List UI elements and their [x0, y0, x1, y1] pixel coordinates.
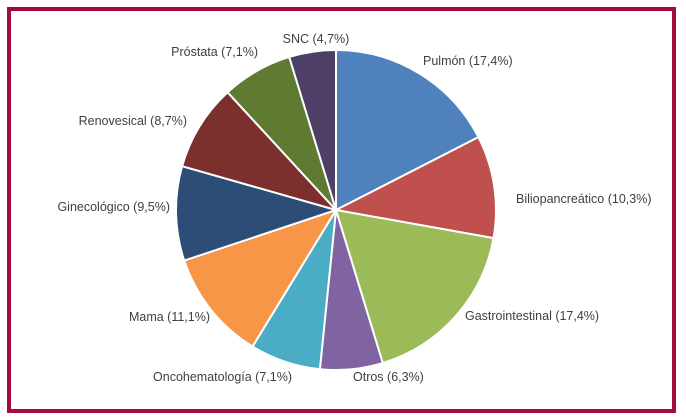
slice-label-otros: Otros (6,3%) — [353, 370, 424, 384]
slice-label-prostata: Próstata (7,1%) — [171, 45, 258, 59]
slice-label-mama: Mama (11,1%) — [129, 310, 210, 324]
slice-label-biliopancreatico: Biliopancreático (10,3%) — [516, 192, 652, 206]
pie-slice-ginecologico — [175, 165, 337, 262]
pie-slice-snc — [288, 49, 337, 211]
slice-label-gastrointestinal: Gastrointestinal (17,4%) — [465, 309, 599, 323]
pie-slice-renovesical — [181, 91, 337, 211]
pie-slice-biliopancreatico — [335, 136, 497, 240]
slice-label-oncohematologia: Oncohematología (7,1%) — [153, 370, 292, 384]
pie-slice-pulmon — [335, 49, 480, 211]
slice-label-ginecologico: Ginecológico (9,5%) — [57, 200, 170, 214]
slice-label-pulmon: Pulmón (17,4%) — [423, 54, 513, 68]
slice-label-snc: SNC (4,7%) — [283, 32, 350, 46]
pie-slice-mama — [183, 209, 337, 348]
slice-label-renovesical: Renovesical (8,7%) — [79, 114, 187, 128]
pie-slice-gastrointestinal — [335, 209, 495, 365]
